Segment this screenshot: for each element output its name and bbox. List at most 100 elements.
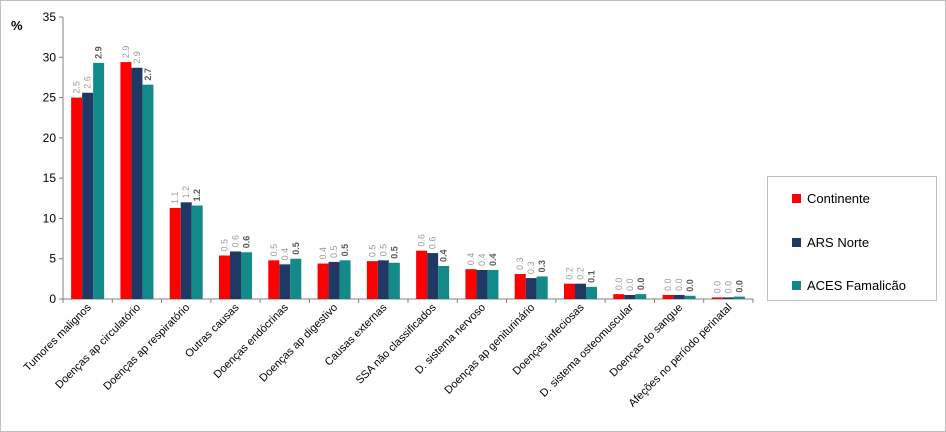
legend-label: ARS Norte: [807, 234, 870, 250]
x-tick-label: Doenças ap respiratório: [101, 302, 192, 393]
data-label: 0.6: [428, 237, 438, 250]
legend-label: Continente: [807, 190, 870, 206]
bar-2: [328, 261, 340, 299]
data-label: 0.5: [269, 244, 279, 257]
bar-2: [427, 253, 439, 299]
bar-3: [339, 260, 351, 299]
legend-item: ARS Norte: [792, 234, 869, 250]
x-tick-label: SSA não classificados: [354, 301, 439, 386]
legend-swatch: [792, 280, 801, 290]
data-label: 0.1: [587, 270, 597, 283]
data-label: 0.4: [488, 253, 498, 266]
data-label: 0.0: [636, 278, 646, 291]
data-label: 0.5: [378, 244, 388, 257]
bar-1: [71, 97, 83, 299]
data-label: 2.6: [83, 76, 93, 89]
y-axis-unit-label: %: [11, 18, 23, 33]
bar-1: [416, 250, 428, 299]
bar-1: [120, 62, 132, 300]
data-label: 0.0: [663, 278, 673, 291]
data-label: 0.2: [565, 267, 575, 280]
legend-swatch: [792, 237, 801, 247]
data-label: 2.9: [132, 51, 142, 64]
bar-3: [536, 276, 548, 299]
data-label: 0.0: [614, 278, 624, 291]
data-label: 0.0: [685, 279, 695, 292]
x-tick-label: D. sistema osteomuscular: [538, 301, 636, 399]
x-tick-label: Doenças ap circulatório: [53, 302, 143, 392]
y-tick-label: 5: [49, 252, 56, 266]
bar-2: [131, 67, 143, 299]
data-label: 0.3: [537, 260, 547, 273]
bar-3: [142, 84, 154, 300]
bar-2: [525, 278, 537, 299]
y-tick-label: 0: [49, 292, 56, 306]
bar-3: [684, 295, 696, 299]
y-tick-label: 15: [43, 171, 57, 185]
bar-1: [169, 207, 181, 299]
data-label: 2.9: [94, 46, 104, 59]
data-label: 0.5: [220, 239, 230, 252]
bar-2: [476, 269, 488, 299]
data-label: 0.3: [515, 258, 525, 271]
x-tick-label: Doenças ap geniturinário: [442, 302, 537, 397]
bar-1: [711, 297, 723, 299]
legend-label: ACES Famalicão: [807, 277, 906, 293]
y-tick-label: 10: [43, 211, 57, 225]
data-label: 1.2: [192, 189, 202, 202]
data-label: 0.5: [329, 245, 339, 258]
data-label: 2.7: [143, 68, 153, 81]
data-label: 0.2: [576, 267, 586, 280]
data-label: 0.0: [712, 281, 722, 294]
bar-3: [733, 296, 745, 299]
bar-2: [673, 294, 685, 299]
data-label: 0.5: [389, 246, 399, 259]
y-tick-label: 20: [43, 131, 57, 145]
bar-3: [487, 269, 499, 299]
data-label: 0.5: [291, 242, 301, 255]
y-tick-label: 35: [43, 10, 57, 24]
data-label: 0.4: [318, 247, 328, 260]
bar-2: [82, 92, 94, 299]
bar-2: [624, 294, 636, 299]
data-label: 0.0: [723, 281, 733, 294]
bar-3: [191, 205, 203, 299]
data-label: 2.9: [121, 46, 131, 59]
data-label: 0.5: [340, 244, 350, 257]
bar-2: [575, 283, 586, 299]
bar-3: [438, 265, 450, 299]
bar-2: [230, 251, 241, 299]
bar-3: [241, 252, 252, 299]
bar-1: [366, 261, 378, 299]
legend-swatch: [792, 193, 801, 203]
data-label: 1.1: [170, 191, 180, 204]
bar-1: [514, 274, 526, 299]
data-label: 0.0: [625, 278, 635, 291]
bar-1: [465, 269, 477, 299]
legend: Continente ARS Norte ACES Famalicão: [767, 176, 937, 301]
bar-3: [635, 294, 647, 299]
bar-3: [586, 286, 597, 299]
bar-2: [377, 260, 389, 299]
x-tick-label: Afeções no período perinatal: [627, 302, 735, 410]
data-label: 0.6: [417, 234, 427, 247]
bar-1: [268, 260, 280, 299]
data-label: 0.6: [242, 236, 252, 249]
y-tick-label: 25: [43, 91, 57, 105]
data-label: 2.5: [72, 81, 82, 94]
data-label: 0.0: [734, 280, 744, 293]
data-label: 0.0: [674, 278, 684, 291]
bar-3: [93, 62, 105, 299]
legend-item: ACES Famalicão: [792, 277, 906, 293]
data-label: 0.4: [466, 253, 476, 266]
data-label: 0.4: [477, 253, 487, 266]
y-tick-label: 30: [43, 50, 57, 64]
bar-2: [180, 202, 192, 299]
data-label: 0.4: [280, 248, 290, 261]
bar-2: [722, 297, 734, 299]
bar-1: [564, 283, 575, 299]
bar-1: [317, 263, 329, 299]
data-label: 0.4: [439, 249, 449, 262]
bar-1: [613, 294, 625, 299]
